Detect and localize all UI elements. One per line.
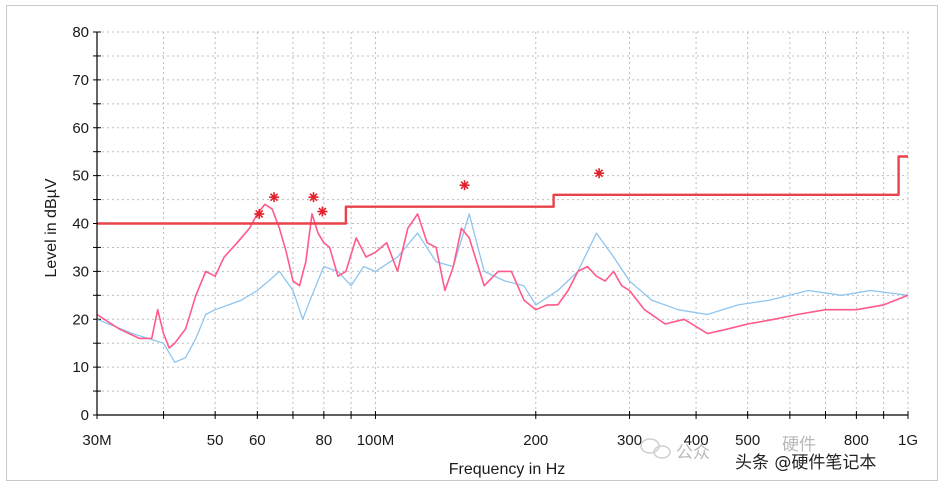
x-tick-label: 1G xyxy=(898,432,918,449)
x-tick-label: 60 xyxy=(249,432,266,449)
y-tick-label: 70 xyxy=(72,72,89,89)
y-tick-label: 80 xyxy=(72,24,89,41)
wechat-icon xyxy=(640,438,671,459)
y-tick-label: 60 xyxy=(72,120,89,137)
series-peak-line xyxy=(96,203,909,349)
peak-marker xyxy=(317,206,328,217)
peak-marker xyxy=(254,208,265,219)
x-tick-label: 30M xyxy=(82,432,111,449)
peak-marker xyxy=(459,180,470,191)
x-tick-label: 400 xyxy=(684,432,709,449)
watermark-brand-name: 头条 @硬件笔记本 xyxy=(735,453,876,473)
y-tick-label: 50 xyxy=(72,168,89,185)
series-limit-line xyxy=(97,155,908,225)
peak-marker xyxy=(594,168,605,179)
x-tick-label: 200 xyxy=(523,432,548,449)
y-tick-label: 10 xyxy=(72,359,89,376)
x-axis-ticks: 30M 50 60 80 100M 200 300 400 500 800 1G xyxy=(82,411,918,449)
series-average-line xyxy=(96,213,909,363)
peak-marker-stroke xyxy=(460,181,469,190)
x-tick-label: 300 xyxy=(617,432,642,449)
peak-marker-stroke xyxy=(269,193,279,202)
watermark-brand-faint: 公众 xyxy=(676,443,710,463)
x-tick-label: 500 xyxy=(735,432,760,449)
x-tick-label: 100M xyxy=(357,432,395,449)
peak-marker-stroke xyxy=(595,169,604,178)
x-axis-title: Frequency in Hz xyxy=(449,461,566,478)
x-tick-label: 50 xyxy=(207,432,224,449)
y-axis-ticks: 0 10 20 30 40 50 60 70 80 xyxy=(72,24,101,424)
y-tick-label: 30 xyxy=(72,263,89,280)
peak-marker xyxy=(269,192,280,203)
x-tick-label: 80 xyxy=(316,432,333,449)
y-tick-label: 0 xyxy=(81,407,89,424)
watermark: 公众 硬件 头条 @硬件笔记本 xyxy=(640,435,876,473)
peak-marker xyxy=(308,192,319,203)
peak-marker-stroke xyxy=(255,209,264,218)
peak-marker-stroke xyxy=(309,193,318,202)
y-tick-label: 20 xyxy=(72,311,89,328)
peak-marker-stroke xyxy=(318,207,327,216)
watermark-faint-text: 硬件 xyxy=(782,435,816,455)
chart-frame xyxy=(6,5,938,481)
y-axis-title: Level in dBµV xyxy=(43,178,60,277)
series-group xyxy=(96,155,909,363)
x-tick-label: 800 xyxy=(844,432,869,449)
peak-markers xyxy=(254,168,605,219)
y-tick-label: 40 xyxy=(72,216,89,233)
